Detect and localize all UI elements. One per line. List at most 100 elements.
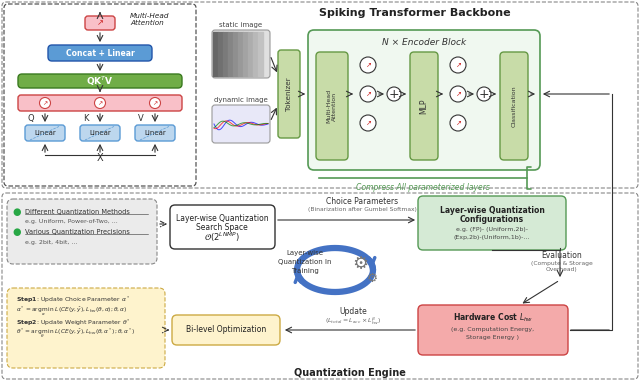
Text: Layer-wise Quantization: Layer-wise Quantization: [440, 206, 545, 214]
Circle shape: [450, 86, 466, 102]
Text: Multi-Head
Attention: Multi-Head Attention: [326, 89, 337, 123]
FancyBboxPatch shape: [418, 305, 568, 355]
Text: Compress All parameterized layers: Compress All parameterized layers: [356, 183, 490, 192]
Circle shape: [360, 115, 376, 131]
Text: $\nearrow$: $\nearrow$: [364, 61, 372, 69]
Text: N × Encoder Block: N × Encoder Block: [382, 38, 466, 47]
Bar: [258, 32, 263, 76]
FancyBboxPatch shape: [80, 125, 120, 141]
Bar: [213, 32, 218, 76]
FancyBboxPatch shape: [316, 52, 348, 160]
Text: $\nearrow$: $\nearrow$: [454, 61, 462, 69]
Text: +: +: [388, 87, 399, 100]
FancyBboxPatch shape: [18, 95, 182, 111]
Circle shape: [387, 87, 401, 101]
Text: $\nearrow$: $\nearrow$: [454, 119, 462, 126]
FancyBboxPatch shape: [212, 30, 270, 78]
Text: (e.g. Computation Energy,: (e.g. Computation Energy,: [451, 326, 534, 332]
Text: e.g. (FP)- (Uniform,2b)-: e.g. (FP)- (Uniform,2b)-: [456, 226, 528, 231]
FancyBboxPatch shape: [85, 16, 115, 30]
Text: MLP: MLP: [419, 98, 429, 114]
Bar: [233, 32, 238, 76]
Text: $(L_{total} = L_{acc} \times L_{hw}^{\beta})$: $(L_{total} = L_{acc} \times L_{hw}^{\be…: [325, 315, 381, 327]
FancyBboxPatch shape: [308, 30, 540, 170]
Text: $\nearrow$: $\nearrow$: [364, 90, 372, 98]
Text: Overhead): Overhead): [546, 267, 578, 272]
Text: Bi-level Optimization: Bi-level Optimization: [186, 326, 266, 334]
Circle shape: [360, 57, 376, 73]
Text: Q: Q: [28, 113, 35, 123]
FancyBboxPatch shape: [48, 45, 152, 61]
Bar: [248, 32, 253, 76]
FancyBboxPatch shape: [7, 199, 157, 264]
Text: $\nearrow$: $\nearrow$: [454, 90, 462, 98]
Text: $\theta^* = \underset{\theta}{\arg\min}\ L(CE(y,\hat{y}), L_{hw}(\theta,\alpha^*: $\theta^* = \underset{\theta}{\arg\min}\…: [16, 327, 136, 341]
Text: (Exp,2b)-(Uniform,1b)-...: (Exp,2b)-(Uniform,1b)-...: [454, 234, 530, 239]
Bar: [223, 32, 228, 76]
Text: Linear: Linear: [34, 130, 56, 136]
Text: $\mathcal{O}(2^{LNMP})$: $\mathcal{O}(2^{LNMP})$: [204, 230, 240, 244]
Text: Storage Energy ): Storage Energy ): [467, 336, 520, 340]
Text: Configurations: Configurations: [460, 214, 524, 224]
Text: dynamic image: dynamic image: [214, 97, 268, 103]
Text: $\nearrow$: $\nearrow$: [151, 99, 159, 107]
Text: $\nearrow$: $\nearrow$: [96, 99, 104, 107]
FancyBboxPatch shape: [212, 105, 270, 143]
Circle shape: [360, 86, 376, 102]
Text: Hardware Cost $L_{hw}$: Hardware Cost $L_{hw}$: [453, 312, 533, 324]
FancyBboxPatch shape: [2, 193, 638, 379]
Bar: [228, 32, 233, 76]
FancyBboxPatch shape: [2, 2, 638, 188]
Text: Concat + Linear: Concat + Linear: [66, 49, 134, 57]
FancyBboxPatch shape: [418, 196, 566, 250]
Text: ●: ●: [13, 207, 21, 217]
Bar: [218, 32, 223, 76]
Bar: [238, 32, 243, 76]
Text: Classification: Classification: [511, 85, 516, 127]
Text: K: K: [83, 113, 89, 123]
Text: ⚙: ⚙: [366, 272, 378, 285]
Circle shape: [450, 115, 466, 131]
Text: $\mathbf{Step2}$: Update Weight Parameter $\theta^*$: $\mathbf{Step2}$: Update Weight Paramete…: [16, 318, 131, 328]
FancyBboxPatch shape: [500, 52, 528, 160]
Text: $\alpha^* = \underset{\alpha}{\arg\min}\ L(CE(y,\hat{y}), L_{hw}(\theta,\alpha);: $\alpha^* = \underset{\alpha}{\arg\min}\…: [16, 304, 127, 318]
Text: Quantization Engine: Quantization Engine: [294, 368, 406, 378]
Text: Evaluation: Evaluation: [541, 250, 582, 260]
Circle shape: [477, 87, 491, 101]
Text: Choice Parameters: Choice Parameters: [326, 196, 398, 206]
Text: Update: Update: [339, 308, 367, 316]
Text: QK$^T$V: QK$^T$V: [86, 74, 114, 88]
FancyBboxPatch shape: [4, 4, 196, 186]
Circle shape: [450, 57, 466, 73]
FancyBboxPatch shape: [135, 125, 175, 141]
FancyBboxPatch shape: [172, 315, 280, 345]
FancyBboxPatch shape: [25, 125, 65, 141]
FancyBboxPatch shape: [7, 288, 165, 368]
Text: $\mathbf{Step1}$: Update Choice Parameter $\alpha^*$: $\mathbf{Step1}$: Update Choice Paramete…: [16, 295, 130, 305]
Text: e.g. 2bit, 4bit, ...: e.g. 2bit, 4bit, ...: [25, 239, 77, 244]
Text: Linear: Linear: [89, 130, 111, 136]
Text: Spiking Transformer Backbone: Spiking Transformer Backbone: [319, 8, 511, 18]
Text: +: +: [479, 87, 490, 100]
Text: $\nearrow$: $\nearrow$: [364, 119, 372, 126]
FancyBboxPatch shape: [410, 52, 438, 160]
Text: (Compute & Storage: (Compute & Storage: [531, 260, 593, 265]
Text: Multi-Head
Attention: Multi-Head Attention: [130, 13, 170, 26]
Text: Tokenizer: Tokenizer: [286, 77, 292, 111]
Text: X: X: [97, 153, 103, 163]
Bar: [243, 32, 248, 76]
Circle shape: [40, 98, 51, 108]
Bar: [253, 32, 258, 76]
Text: Layer-wise Quantization: Layer-wise Quantization: [176, 213, 268, 223]
Text: Linear: Linear: [144, 130, 166, 136]
Text: e.g. Uniform, Power-of-Two, ...: e.g. Uniform, Power-of-Two, ...: [25, 218, 118, 224]
FancyBboxPatch shape: [18, 74, 182, 88]
Text: $\nearrow$: $\nearrow$: [95, 18, 105, 28]
Circle shape: [150, 98, 161, 108]
Text: static image: static image: [220, 22, 262, 28]
Text: Different Quantization Methods: Different Quantization Methods: [25, 209, 130, 215]
Text: V: V: [138, 113, 144, 123]
FancyBboxPatch shape: [170, 205, 275, 249]
Text: Layer-wise
Quantization In
Training: Layer-wise Quantization In Training: [278, 250, 332, 273]
FancyBboxPatch shape: [278, 50, 300, 138]
